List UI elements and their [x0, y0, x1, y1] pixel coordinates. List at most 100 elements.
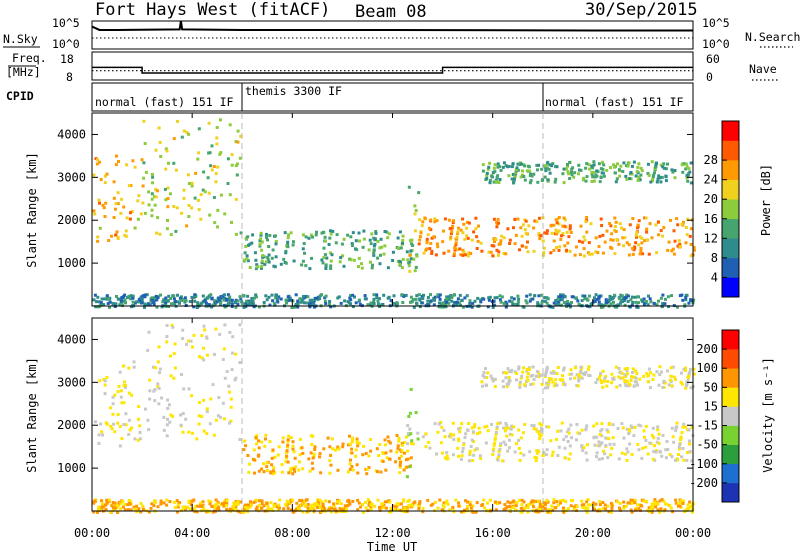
scatter-cell — [483, 375, 487, 379]
scatter-cell — [638, 178, 642, 182]
scatter-cell — [272, 503, 276, 507]
scatter-cell — [139, 501, 143, 505]
scatter-cell — [479, 300, 483, 304]
scatter-cell — [243, 251, 247, 255]
scatter-cell — [144, 407, 147, 411]
scatter-cell — [367, 248, 371, 252]
scatter-cell — [610, 381, 614, 385]
scatter-cell — [482, 371, 486, 375]
scatter-cell — [213, 352, 216, 356]
scatter-cell — [443, 305, 447, 309]
scatter-cell — [418, 298, 422, 302]
scatter-cell — [270, 256, 274, 260]
scatter-cell — [660, 175, 664, 179]
scatter-cell — [622, 228, 626, 232]
scatter-cell — [217, 505, 220, 509]
scatter-cell — [680, 431, 684, 435]
scatter-cell — [651, 457, 655, 461]
scatter-cell — [532, 249, 536, 253]
scatter-cell — [608, 297, 612, 301]
scatter-cell — [205, 432, 209, 436]
scatter-cell — [659, 180, 663, 184]
scatter-cell — [514, 504, 518, 508]
scatter-cell — [647, 252, 651, 256]
scatter-cell — [154, 187, 158, 191]
scatter-cell — [111, 302, 115, 305]
scatter-cell — [311, 235, 314, 239]
scatter-cell — [348, 296, 352, 300]
scatter-cell — [553, 180, 557, 184]
scatter-cell — [364, 506, 368, 510]
scatter-cell — [379, 253, 382, 257]
scatter-cell — [513, 370, 517, 374]
scatter-cell — [630, 426, 634, 429]
scatter-cell — [322, 246, 326, 250]
scatter-cell — [620, 451, 624, 455]
colorbar-tick-label: 100 — [696, 361, 718, 375]
scatter-cell — [600, 434, 604, 438]
scatter-cell — [505, 424, 509, 428]
scatter-cell — [491, 379, 495, 383]
scatter-cell — [686, 217, 690, 221]
scatter-cell — [590, 301, 594, 305]
scatter-cell — [597, 457, 601, 461]
scatter-cell — [363, 297, 367, 301]
scatter-cell — [450, 230, 454, 234]
scatter-cell — [273, 455, 277, 459]
scatter-cell — [443, 435, 447, 439]
scatter-cell — [320, 500, 324, 504]
scatter-cell — [218, 152, 222, 156]
scatter-cell — [223, 376, 227, 380]
scatter-cell — [594, 293, 598, 297]
scatter-cell — [178, 301, 181, 305]
scatter-cell — [148, 389, 152, 393]
scatter-cell — [212, 433, 216, 437]
scatter-cell — [260, 467, 264, 471]
scatter-cell — [251, 302, 255, 306]
scatter-cell — [646, 380, 650, 384]
scatter-cell — [537, 232, 541, 236]
scatter-cell — [658, 365, 662, 369]
scatter-cell — [224, 504, 228, 508]
scatter-cell — [633, 498, 637, 502]
scatter-cell — [329, 453, 333, 457]
scatter-cell — [180, 373, 183, 376]
scatter-cell — [260, 499, 264, 503]
scatter-cell — [153, 298, 157, 302]
scatter-cell — [103, 392, 107, 396]
scatter-cell — [413, 212, 417, 216]
scatter-cell — [463, 296, 467, 300]
scatter-cell — [196, 504, 200, 508]
scatter-cell — [518, 382, 522, 386]
scatter-cell — [554, 378, 558, 382]
scatter-cell — [191, 431, 194, 435]
scatter-cell — [601, 501, 605, 504]
scatter-cell — [417, 242, 421, 246]
scatter-cell — [212, 303, 216, 307]
cpid-label: CPID — [6, 89, 34, 103]
scatter-cell — [564, 500, 568, 504]
scatter-cell — [471, 504, 475, 508]
sky-left-tick-high: 10^5 — [52, 16, 80, 30]
scatter-cell — [510, 296, 514, 300]
scatter-cell — [587, 365, 591, 369]
scatter-cell — [400, 441, 404, 445]
scatter-cell — [586, 498, 590, 502]
scatter-cell — [652, 436, 656, 440]
scatter-cell — [287, 471, 291, 475]
scatter-cell — [159, 502, 163, 506]
scatter-cell — [424, 445, 428, 449]
scatter-cell — [253, 471, 256, 475]
scatter-cell — [470, 438, 474, 442]
scatter-cell — [681, 298, 685, 302]
scatter-cell — [93, 499, 97, 503]
scatter-cell — [166, 406, 170, 410]
scatter-cell — [631, 217, 635, 220]
scatter-cell — [327, 243, 331, 246]
scatter-cell — [216, 414, 220, 418]
scatter-cell — [276, 300, 280, 304]
scatter-cell — [202, 429, 206, 433]
scatter-cell — [286, 443, 290, 447]
scatter-cell — [395, 302, 399, 306]
scatter-cell — [265, 298, 269, 302]
